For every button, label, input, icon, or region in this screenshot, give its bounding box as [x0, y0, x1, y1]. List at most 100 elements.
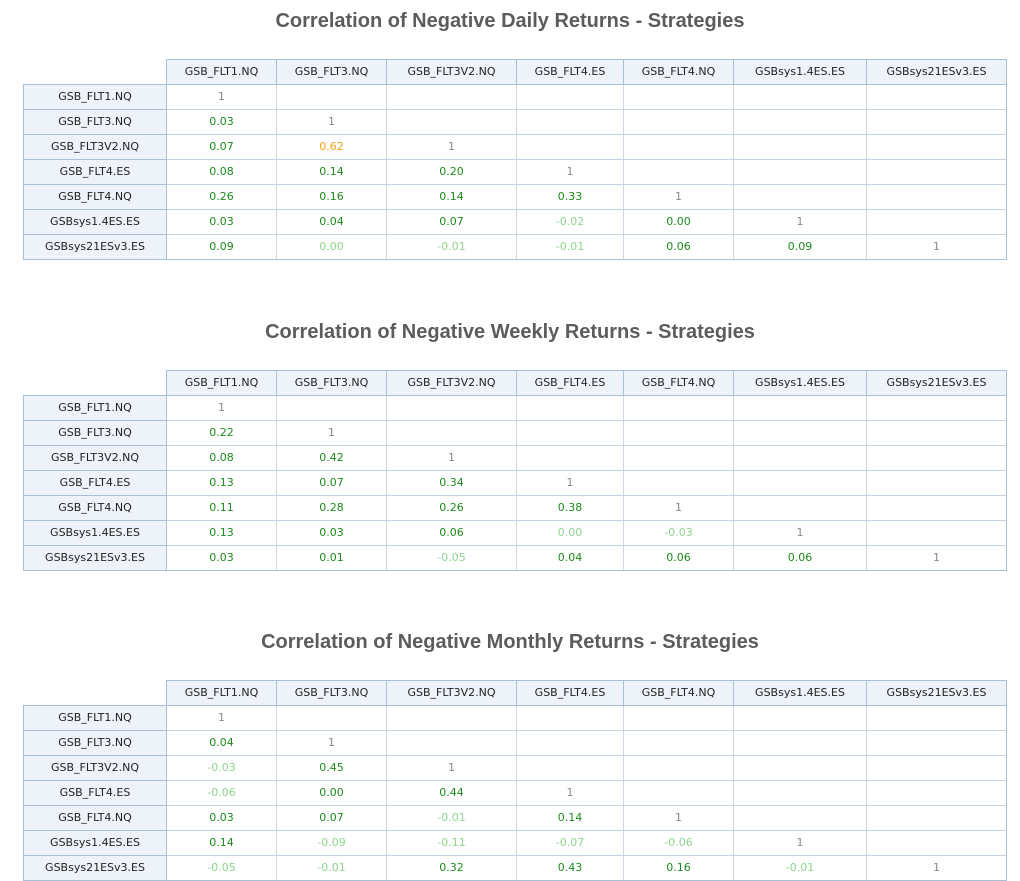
correlation-cell: -0.01 [386, 233, 517, 260]
section-title: Correlation of Negative Daily Returns - … [275, 10, 745, 32]
diagonal-cell: 1 [866, 544, 1007, 571]
row-header: GSBsys21ESv3.ES [23, 544, 167, 571]
empty-cell [733, 394, 867, 421]
correlation-cell: 0.00 [276, 233, 387, 260]
correlation-cell: -0.07 [516, 829, 624, 856]
table-row: GSB_FLT4.ES -0.06 0.00 0.44 1 [23, 779, 1007, 806]
empty-cell [623, 133, 734, 160]
correlation-cell: 0.11 [166, 494, 277, 521]
empty-cell [733, 83, 867, 110]
empty-cell [866, 419, 1007, 446]
diagonal-cell: 1 [166, 704, 277, 731]
diagonal-cell: 1 [276, 419, 387, 446]
empty-cell [516, 108, 624, 135]
empty-cell [386, 729, 517, 756]
empty-cell [623, 158, 734, 185]
correlation-table: GSB_FLT1.NQ GSB_FLT3.NQ GSB_FLT3V2.NQ GSB_F… [23, 680, 1007, 881]
row-header: GSB_FLT4.ES [23, 469, 167, 496]
correlation-cell: 0.04 [516, 544, 624, 571]
correlation-cell: -0.01 [516, 233, 624, 260]
column-header: GSB_FLT3V2.NQ [386, 680, 517, 706]
empty-cell [386, 394, 517, 421]
empty-cell [733, 704, 867, 731]
correlation-cell: 0.14 [166, 829, 277, 856]
empty-cell [866, 829, 1007, 856]
empty-cell [623, 754, 734, 781]
empty-cell [516, 704, 624, 731]
empty-cell [866, 754, 1007, 781]
correlation-cell: -0.11 [386, 829, 517, 856]
row-header: GSBsys1.4ES.ES [23, 208, 167, 235]
correlation-cell: 0.09 [733, 233, 867, 260]
column-header: GSB_FLT1.NQ [166, 680, 277, 706]
correlation-cell: -0.03 [623, 519, 734, 546]
corner-cell [24, 371, 167, 396]
correlation-cell: 0.26 [166, 183, 277, 210]
correlation-cell: 0.03 [166, 108, 277, 135]
header-row: GSB_FLT1.NQ GSB_FLT3.NQ GSB_FLT3V2.NQ GSB_F… [24, 59, 1007, 85]
table-row: GSB_FLT4.NQ 0.11 0.28 0.26 0.38 1 [23, 494, 1007, 521]
row-header: GSBsys21ESv3.ES [23, 854, 167, 881]
correlation-cell: 0.14 [516, 804, 624, 831]
empty-cell [733, 444, 867, 471]
diagonal-cell: 1 [733, 519, 867, 546]
correlation-cell: 0.44 [386, 779, 517, 806]
correlation-cell: 0.07 [386, 208, 517, 235]
column-header: GSB_FLT3V2.NQ [386, 370, 517, 396]
empty-cell [623, 419, 734, 446]
correlation-cell: 0.16 [623, 854, 734, 881]
empty-cell [623, 108, 734, 135]
empty-cell [623, 469, 734, 496]
correlation-cell: 0.38 [516, 494, 624, 521]
empty-cell [866, 519, 1007, 546]
empty-cell [733, 754, 867, 781]
correlation-cell: 0.16 [276, 183, 387, 210]
correlation-cell: -0.03 [166, 754, 277, 781]
correlation-cell: -0.01 [386, 804, 517, 831]
table-row: GSB_FLT3V2.NQ -0.03 0.45 1 [23, 754, 1007, 781]
column-header: GSBsys21ESv3.ES [866, 59, 1007, 85]
empty-cell [623, 394, 734, 421]
correlation-cell: 0.07 [276, 469, 387, 496]
row-header: GSB_FLT1.NQ [23, 704, 167, 731]
empty-cell [866, 469, 1007, 496]
empty-cell [866, 208, 1007, 235]
table-row: GSBsys1.4ES.ES 0.14 -0.09 -0.11 -0.07 -0.06 1 [23, 829, 1007, 856]
correlation-cell: -0.09 [276, 829, 387, 856]
correlation-cell: 0.00 [623, 208, 734, 235]
diagonal-cell: 1 [733, 829, 867, 856]
table-row: GSB_FLT4.NQ 0.03 0.07 -0.01 0.14 1 [23, 804, 1007, 831]
correlation-cell: 0.33 [516, 183, 624, 210]
empty-cell [866, 83, 1007, 110]
empty-cell [386, 108, 517, 135]
column-header: GSB_FLT4.ES [516, 59, 624, 85]
correlation-cell: 0.03 [276, 519, 387, 546]
diagonal-cell: 1 [166, 394, 277, 421]
correlation-cell: 0.03 [166, 804, 277, 831]
correlation-cell: -0.01 [276, 854, 387, 881]
empty-cell [276, 704, 387, 731]
empty-cell [516, 394, 624, 421]
row-header: GSB_FLT1.NQ [23, 83, 167, 110]
table-row: GSBsys1.4ES.ES 0.13 0.03 0.06 0.00 -0.03 1 [23, 519, 1007, 546]
corner-cell [24, 60, 167, 85]
empty-cell [733, 779, 867, 806]
empty-cell [386, 83, 517, 110]
table-row: GSBsys1.4ES.ES 0.03 0.04 0.07 -0.02 0.00 1 [23, 208, 1007, 235]
corner-cell [24, 681, 167, 706]
empty-cell [866, 183, 1007, 210]
table-row: GSB_FLT3.NQ 0.22 1 [23, 419, 1007, 446]
row-header: GSB_FLT4.ES [23, 158, 167, 185]
diagonal-cell: 1 [866, 233, 1007, 260]
row-header: GSB_FLT3.NQ [23, 419, 167, 446]
table-row: GSB_FLT1.NQ 1 [23, 83, 1007, 110]
correlation-table: GSB_FLT1.NQ GSB_FLT3.NQ GSB_FLT3V2.NQ GSB_F… [23, 370, 1007, 571]
column-header: GSB_FLT4.NQ [623, 59, 734, 85]
empty-cell [516, 419, 624, 446]
correlation-cell: 0.03 [166, 208, 277, 235]
empty-cell [623, 704, 734, 731]
correlation-cell: 0.20 [386, 158, 517, 185]
correlation-cell: 0.01 [276, 544, 387, 571]
column-header: GSBsys1.4ES.ES [733, 59, 867, 85]
empty-cell [276, 394, 387, 421]
